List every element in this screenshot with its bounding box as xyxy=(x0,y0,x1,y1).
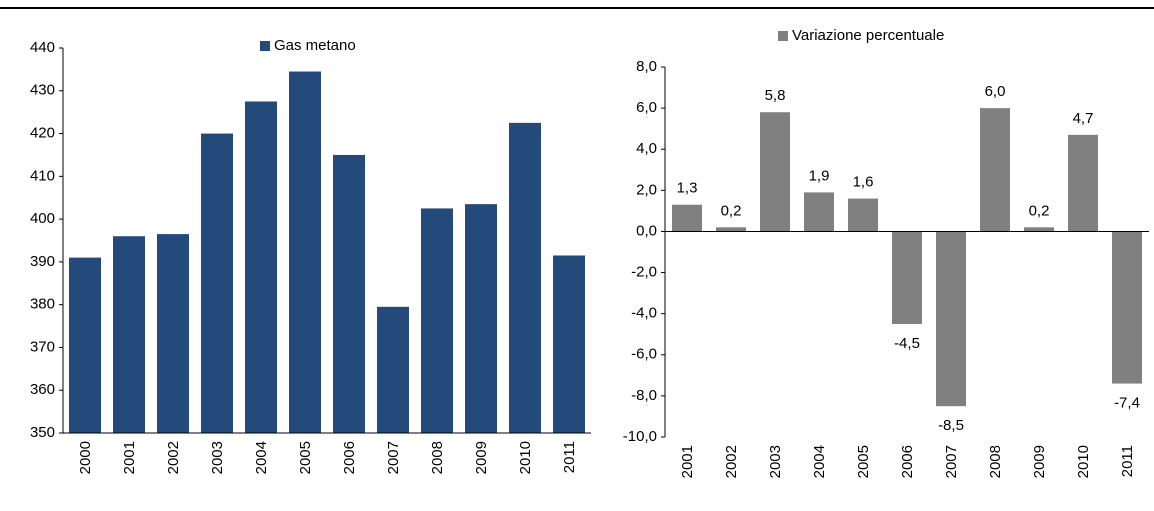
x-tick-label: 2000 xyxy=(77,441,94,474)
y-tick-label: -6,0 xyxy=(631,346,657,363)
y-tick-label: -8,0 xyxy=(631,387,657,404)
x-tick-label: 2004 xyxy=(253,441,270,474)
y-tick-label: 410 xyxy=(30,167,55,184)
y-tick-label: 360 xyxy=(30,381,55,398)
y-tick-label: 420 xyxy=(30,125,55,142)
bar xyxy=(1112,231,1142,384)
y-tick-label: 380 xyxy=(30,296,55,313)
y-tick-label: -10,0 xyxy=(623,428,657,445)
bar xyxy=(201,133,233,434)
data-label: 4,7 xyxy=(1073,110,1094,127)
x-tick-label: 2009 xyxy=(1031,445,1048,478)
bar xyxy=(333,154,365,433)
x-tick-label: 2002 xyxy=(165,441,182,474)
bar xyxy=(245,101,277,433)
y-tick-label: -4,0 xyxy=(631,305,657,322)
data-label: 1,9 xyxy=(809,167,830,184)
legend-label: Gas metano xyxy=(274,37,356,54)
bar xyxy=(848,198,878,232)
bar xyxy=(289,71,321,434)
bar xyxy=(1068,134,1098,232)
bar xyxy=(804,192,834,232)
bar xyxy=(157,234,189,433)
bar xyxy=(672,204,702,232)
y-tick-label: 0,0 xyxy=(636,222,657,239)
bar xyxy=(421,208,453,433)
x-tick-label: 2008 xyxy=(429,441,446,474)
bar xyxy=(465,204,497,433)
x-tick-label: 2007 xyxy=(385,441,402,474)
bar xyxy=(509,122,541,433)
data-label: -8,5 xyxy=(938,417,964,434)
y-tick-label: 390 xyxy=(30,253,55,270)
x-tick-label: 2004 xyxy=(811,445,828,478)
bar xyxy=(716,227,746,232)
x-tick-label: 2007 xyxy=(943,445,960,478)
x-tick-label: 2009 xyxy=(473,441,490,474)
y-tick-label: 4,0 xyxy=(636,140,657,157)
y-tick-label: 400 xyxy=(30,210,55,227)
x-tick-label: 2010 xyxy=(1075,445,1092,478)
bar xyxy=(892,231,922,324)
y-tick-label: 8,0 xyxy=(636,58,657,75)
x-tick-label: 2006 xyxy=(341,441,358,474)
bar xyxy=(69,257,101,433)
y-tick-label: 350 xyxy=(30,424,55,441)
x-tick-label: 2001 xyxy=(121,441,138,474)
bar xyxy=(377,306,409,433)
data-label: 5,8 xyxy=(765,87,786,104)
data-label: 0,2 xyxy=(1029,202,1050,219)
x-tick-label: 2010 xyxy=(517,441,534,474)
legend-swatch xyxy=(260,41,270,51)
y-tick-label: 370 xyxy=(30,338,55,355)
legend-swatch xyxy=(778,31,788,41)
x-tick-label: 2005 xyxy=(855,445,872,478)
bar xyxy=(553,255,585,433)
x-tick-label: 2001 xyxy=(679,445,696,478)
bar xyxy=(113,236,145,433)
bar xyxy=(1024,227,1054,232)
y-tick-label: 430 xyxy=(30,82,55,99)
x-tick-label: 2011 xyxy=(561,441,578,473)
x-tick-label: 2011 xyxy=(1119,445,1136,477)
y-tick-label: 440 xyxy=(30,39,55,56)
bar xyxy=(760,112,790,232)
x-tick-label: 2006 xyxy=(899,445,916,478)
bar xyxy=(980,108,1010,232)
legend-label: Variazione percentuale xyxy=(792,27,944,44)
y-tick-label: -2,0 xyxy=(631,264,657,281)
data-label: -7,4 xyxy=(1114,395,1140,412)
y-tick-label: 6,0 xyxy=(636,99,657,116)
bar xyxy=(936,231,966,407)
x-tick-label: 2003 xyxy=(209,441,226,474)
x-tick-label: 2008 xyxy=(987,445,1004,478)
data-label: 1,3 xyxy=(677,180,698,197)
y-tick-label: 2,0 xyxy=(636,181,657,198)
data-label: 0,2 xyxy=(721,202,742,219)
x-tick-label: 2005 xyxy=(297,441,314,474)
x-tick-label: 2002 xyxy=(723,445,740,478)
x-tick-label: 2003 xyxy=(767,445,784,478)
data-label: 1,6 xyxy=(853,174,874,191)
data-label: -4,5 xyxy=(894,335,920,352)
data-label: 6,0 xyxy=(985,83,1006,100)
